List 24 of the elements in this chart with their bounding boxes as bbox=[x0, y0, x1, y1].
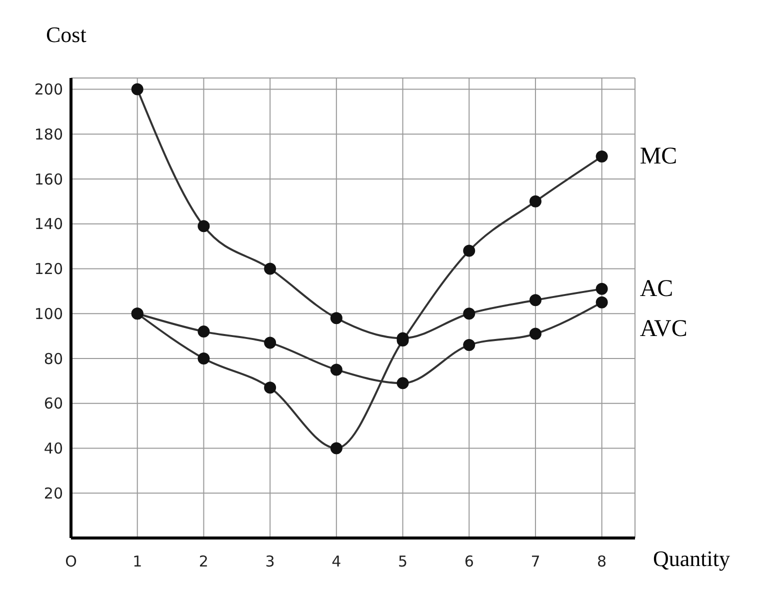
x-tick-label: 2 bbox=[198, 552, 208, 571]
y-tick-label: 100 bbox=[34, 304, 63, 323]
y-tick-label: 60 bbox=[44, 394, 63, 413]
x-tick-label: 6 bbox=[464, 552, 474, 571]
y-tick-label: 120 bbox=[34, 260, 63, 278]
y-tick-label: 20 bbox=[44, 484, 63, 502]
x-tick-label: 5 bbox=[398, 552, 408, 571]
x-tick-label: 7 bbox=[530, 552, 540, 571]
x-tick-label: O bbox=[65, 552, 77, 571]
x-tick-label: 1 bbox=[132, 552, 142, 571]
y-tick-label: 40 bbox=[44, 440, 63, 458]
y-tick-label: 160 bbox=[34, 170, 63, 188]
y-tick-label: 140 bbox=[34, 215, 63, 234]
y-tick-label: 80 bbox=[44, 350, 63, 368]
series-label: MC bbox=[640, 144, 678, 170]
y-tick-label: 180 bbox=[34, 125, 63, 144]
y-axis-title: Cost bbox=[46, 22, 86, 48]
series-label: AVC bbox=[640, 316, 688, 342]
x-tick-label: 8 bbox=[597, 552, 607, 571]
series-label: AC bbox=[640, 276, 674, 302]
x-axis-title: Quantity bbox=[653, 546, 730, 572]
x-tick-label: 3 bbox=[265, 552, 275, 571]
x-tick-label: 4 bbox=[332, 552, 342, 571]
y-tick-label: 200 bbox=[34, 80, 63, 99]
